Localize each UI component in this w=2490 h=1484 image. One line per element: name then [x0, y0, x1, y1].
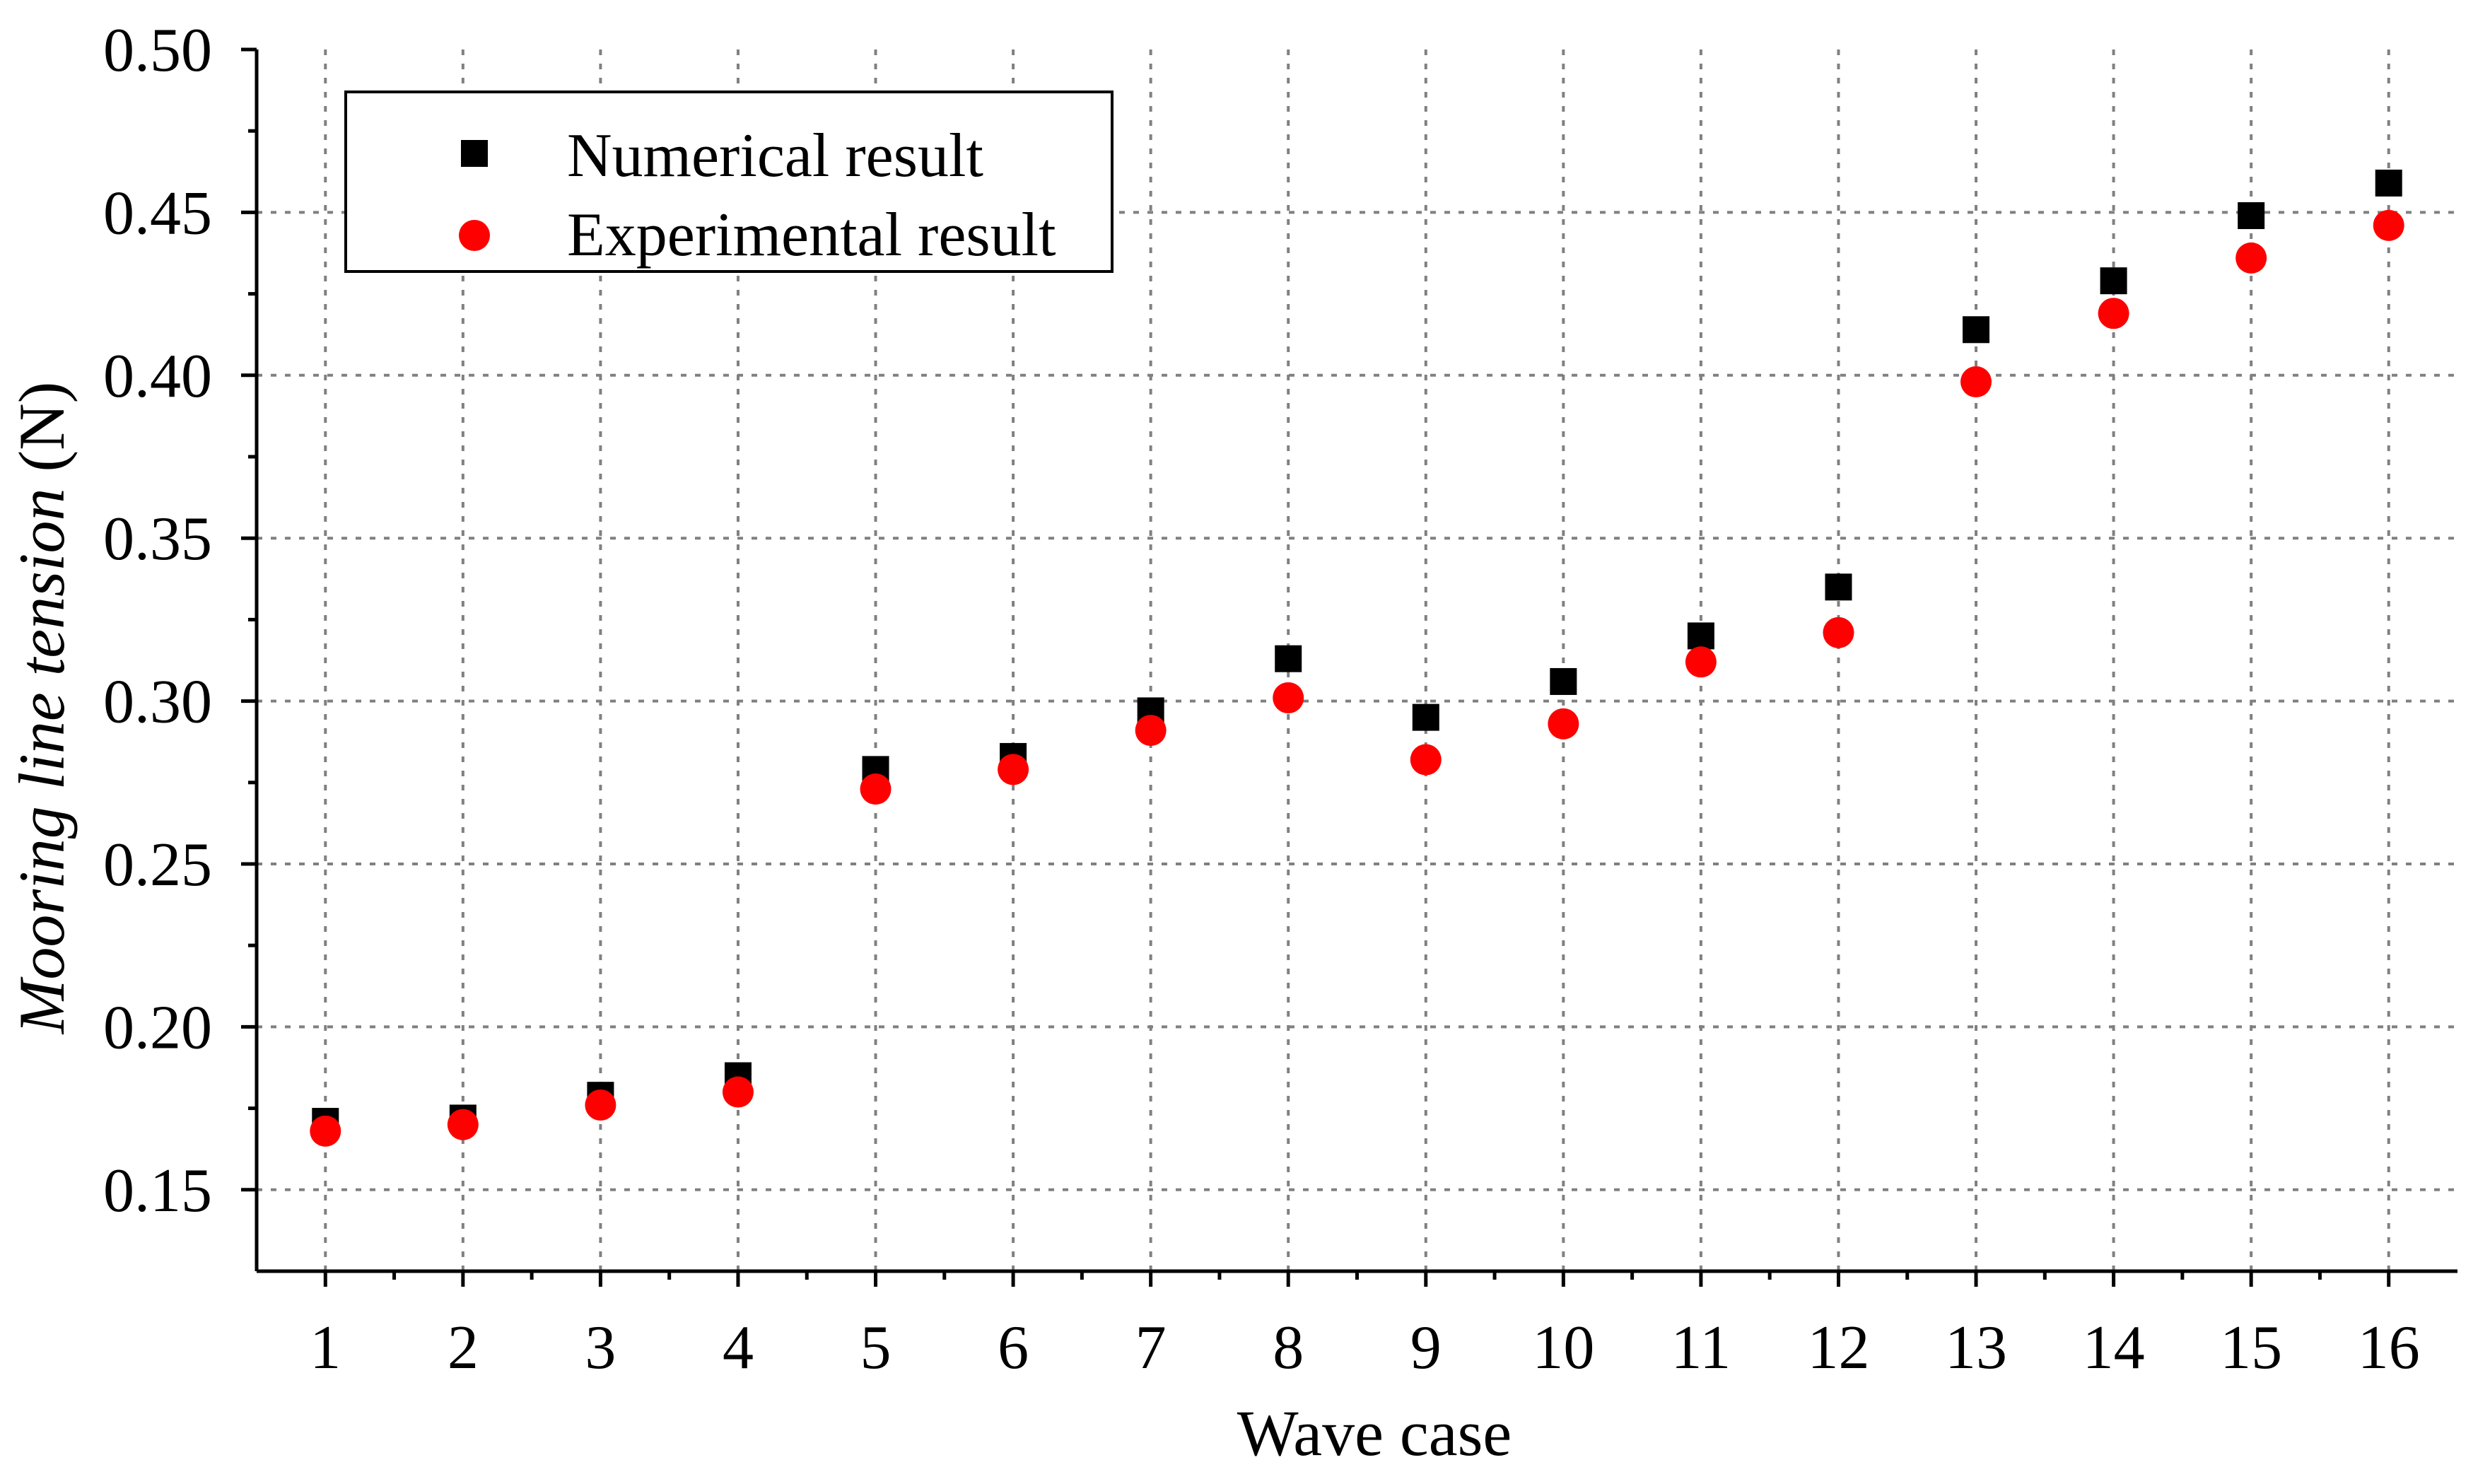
- x-tick-label: 11: [1671, 1314, 1731, 1382]
- x-tick-label: 7: [1135, 1314, 1167, 1382]
- experimental-point: [310, 1115, 341, 1147]
- numerical-point: [2375, 169, 2402, 197]
- y-axis-title-unit: (N): [6, 382, 78, 489]
- experimental-point: [2373, 209, 2404, 241]
- x-axis-ticks: 1 2 3 4 5 6 7 8 9 10 11 12 13 14 15 16: [310, 1271, 2420, 1382]
- series-0: [312, 169, 2402, 1135]
- numerical-point: [1550, 667, 1577, 695]
- x-tick-label: 16: [2358, 1314, 2420, 1382]
- numerical-point: [2238, 202, 2265, 230]
- experimental-point: [1823, 617, 1854, 648]
- x-tick-label: 3: [585, 1314, 616, 1382]
- experimental-point: [1685, 646, 1717, 678]
- numerical-point: [1412, 703, 1439, 731]
- experimental-point: [722, 1076, 754, 1108]
- experimental-point: [1135, 715, 1167, 747]
- experimental-point: [1273, 682, 1304, 713]
- experimental-point: [447, 1109, 479, 1140]
- y-axis-ticks: 0.15 0.20 0.25 0.30 0.35 0.40 0.45 0.50: [103, 16, 257, 1225]
- y-tick-label: 0.25: [103, 831, 212, 899]
- x-tick-label: 9: [1410, 1314, 1442, 1382]
- experimental-point: [1410, 744, 1442, 776]
- x-axis-title: Wave case: [1237, 1397, 1512, 1469]
- experimental-point: [1960, 366, 1992, 398]
- y-tick-label: 0.50: [103, 16, 212, 85]
- experimental-point: [2235, 242, 2267, 274]
- x-tick-label: 8: [1273, 1314, 1304, 1382]
- y-axis-title: Mooring line tension (N): [6, 382, 78, 1035]
- y-tick-label: 0.20: [103, 993, 212, 1062]
- x-tick-label: 10: [1532, 1314, 1594, 1382]
- x-tick-label: 2: [448, 1314, 479, 1382]
- x-tick-label: 4: [723, 1314, 754, 1382]
- y-axis-title-name: Mooring line tension: [6, 489, 78, 1036]
- numerical-point: [2100, 267, 2127, 295]
- y-tick-label: 0.40: [103, 342, 212, 411]
- y-tick-label: 0.30: [103, 668, 212, 737]
- x-tick-label: 15: [2220, 1314, 2282, 1382]
- experimental-point: [860, 773, 892, 805]
- x-tick-label: 14: [2083, 1314, 2145, 1382]
- data-points: [310, 169, 2404, 1147]
- experimental-point: [998, 754, 1029, 785]
- x-tick-label: 6: [998, 1314, 1029, 1382]
- series-1: [310, 209, 2404, 1147]
- x-tick-label: 5: [860, 1314, 892, 1382]
- numerical-point: [1275, 645, 1302, 672]
- legend-marker-numerical: [461, 140, 488, 167]
- legend-label-experimental: Experimental result: [567, 201, 1056, 269]
- y-tick-label: 0.15: [103, 1157, 212, 1225]
- numerical-point: [1825, 573, 1852, 601]
- legend-marker-experimental: [459, 220, 490, 251]
- x-tick-label: 13: [1945, 1314, 2007, 1382]
- legend-label-numerical: Numerical result: [567, 122, 983, 190]
- legend: Numerical result Experimental result: [344, 90, 1114, 273]
- x-tick-label: 1: [310, 1314, 341, 1382]
- y-tick-label: 0.45: [103, 179, 212, 247]
- numerical-point: [1963, 316, 1990, 344]
- y-tick-label: 0.35: [103, 505, 212, 573]
- numerical-point: [1687, 622, 1714, 650]
- experimental-point: [585, 1089, 616, 1121]
- x-tick-label: 12: [1807, 1314, 1869, 1382]
- experimental-point: [2098, 298, 2129, 329]
- experimental-point: [1548, 708, 1579, 740]
